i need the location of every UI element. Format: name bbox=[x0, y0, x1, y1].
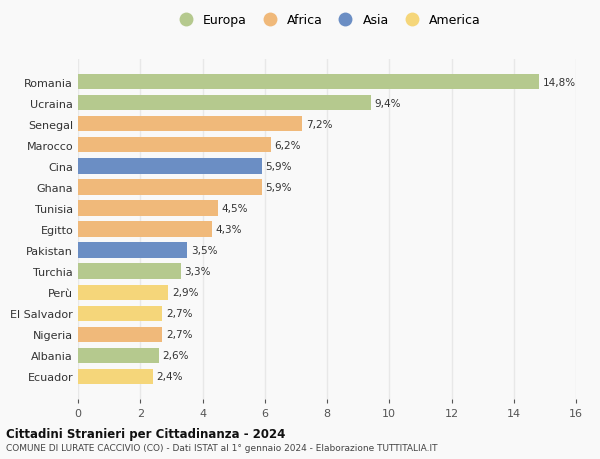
Text: 2,9%: 2,9% bbox=[172, 287, 199, 297]
Bar bbox=[78, 222, 212, 237]
Bar bbox=[78, 138, 271, 153]
Text: 4,3%: 4,3% bbox=[215, 224, 242, 235]
Bar bbox=[78, 264, 181, 279]
Bar bbox=[78, 75, 539, 90]
Bar bbox=[78, 327, 162, 342]
Text: 9,4%: 9,4% bbox=[374, 99, 401, 109]
Text: 4,5%: 4,5% bbox=[222, 203, 248, 213]
Text: 2,7%: 2,7% bbox=[166, 308, 192, 319]
Bar bbox=[78, 117, 302, 132]
Bar bbox=[78, 243, 187, 258]
Bar bbox=[78, 369, 152, 384]
Bar bbox=[78, 201, 218, 216]
Bar bbox=[78, 180, 262, 195]
Text: Cittadini Stranieri per Cittadinanza - 2024: Cittadini Stranieri per Cittadinanza - 2… bbox=[6, 427, 286, 440]
Text: 2,4%: 2,4% bbox=[157, 371, 183, 381]
Text: 6,2%: 6,2% bbox=[275, 140, 301, 151]
Text: COMUNE DI LURATE CACCIVIO (CO) - Dati ISTAT al 1° gennaio 2024 - Elaborazione TU: COMUNE DI LURATE CACCIVIO (CO) - Dati IS… bbox=[6, 443, 437, 452]
Text: 2,6%: 2,6% bbox=[163, 350, 189, 360]
Text: 14,8%: 14,8% bbox=[542, 78, 575, 88]
Text: 5,9%: 5,9% bbox=[265, 162, 292, 172]
Bar bbox=[78, 285, 168, 300]
Bar bbox=[78, 306, 162, 321]
Text: 3,5%: 3,5% bbox=[191, 246, 217, 256]
Text: 3,3%: 3,3% bbox=[184, 267, 211, 276]
Bar bbox=[78, 348, 159, 363]
Text: 5,9%: 5,9% bbox=[265, 183, 292, 192]
Bar bbox=[78, 159, 262, 174]
Legend: Europa, Africa, Asia, America: Europa, Africa, Asia, America bbox=[170, 11, 484, 29]
Text: 7,2%: 7,2% bbox=[306, 120, 332, 129]
Text: 2,7%: 2,7% bbox=[166, 330, 192, 339]
Bar bbox=[78, 96, 371, 111]
